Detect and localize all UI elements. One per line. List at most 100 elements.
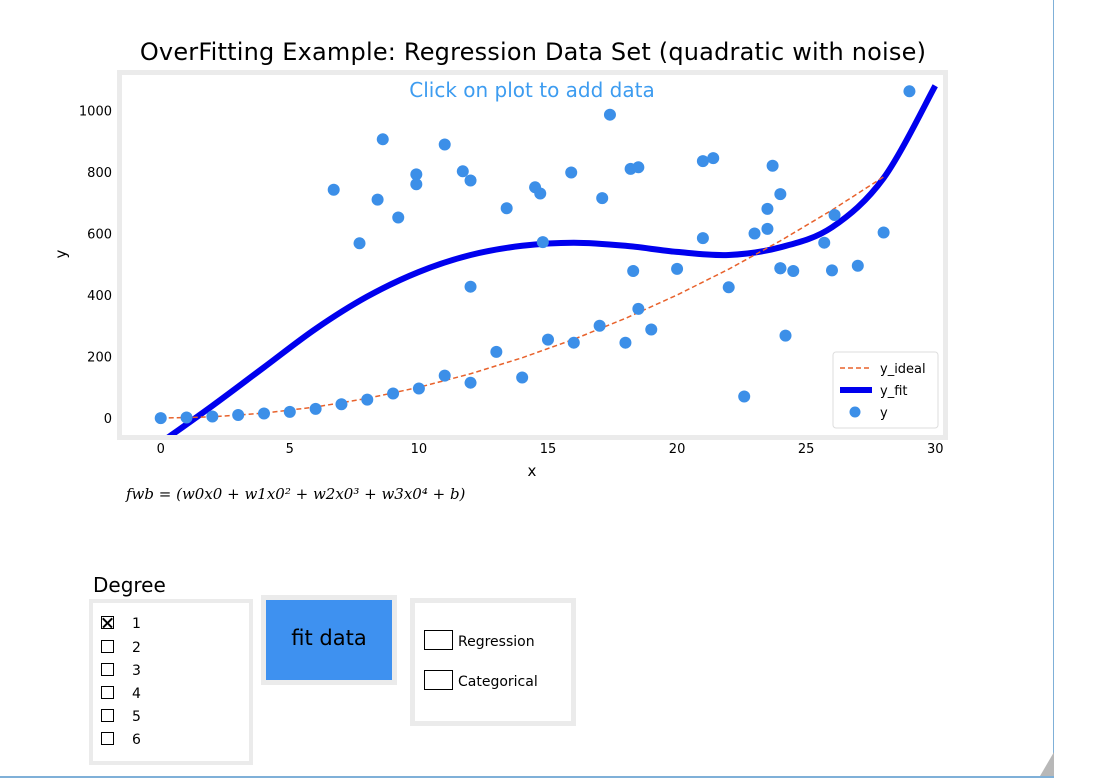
degree-label-5: 5 — [132, 709, 141, 725]
data-point — [464, 174, 477, 187]
degree-option-6[interactable]: 6 — [101, 729, 141, 751]
data-point — [327, 183, 340, 196]
fit-line-layer — [166, 84, 938, 435]
data-point — [722, 281, 735, 294]
data-point — [774, 262, 787, 275]
degree-checkbox-1[interactable] — [101, 616, 114, 629]
y-tick-label: 0 — [104, 412, 112, 427]
y-tick-label: 400 — [87, 289, 112, 304]
x-tick-label: 10 — [411, 442, 428, 457]
degree-label-3: 3 — [132, 663, 141, 679]
regression-checkbox[interactable] — [424, 630, 453, 650]
y-axis-label: y — [52, 249, 70, 258]
degree-checkbox-5[interactable] — [101, 709, 114, 722]
type-option-categorical[interactable]: Categorical — [424, 670, 538, 692]
data-point — [818, 236, 831, 249]
degree-checkbox-6[interactable] — [101, 732, 114, 745]
data-point — [696, 232, 709, 245]
data-point — [828, 209, 841, 221]
x-tick-label: 30 — [927, 442, 944, 457]
data-point — [438, 138, 451, 151]
window-right-border — [1053, 0, 1054, 778]
resize-handle[interactable] — [1040, 752, 1054, 776]
data-point — [748, 227, 761, 240]
data-point — [761, 222, 774, 235]
plot-area[interactable] — [122, 75, 943, 435]
data-point — [779, 329, 792, 342]
y-tick-label: 200 — [87, 351, 112, 366]
data-point — [825, 264, 838, 277]
degree-title: Degree — [93, 573, 166, 597]
data-point — [632, 302, 645, 315]
data-points-layer — [154, 85, 916, 425]
data-point — [627, 265, 640, 277]
data-point — [766, 159, 779, 172]
categorical-label: Categorical — [458, 674, 538, 690]
degree-checkbox-2[interactable] — [101, 640, 114, 653]
legend-label-y-fit: y_fit — [880, 384, 907, 399]
x-tick-label: 15 — [540, 442, 557, 457]
degree-option-4[interactable]: 4 — [101, 683, 141, 705]
ideal-line-layer — [160, 176, 885, 419]
data-point — [464, 376, 477, 389]
data-point — [851, 259, 864, 272]
data-point — [490, 345, 503, 358]
data-point — [516, 371, 529, 384]
chart[interactable]: 0 5 10 15 20 25 30 0 200 400 600 800 1000 x y y_ide… — [0, 0, 1118, 520]
data-point — [567, 336, 580, 349]
data-point — [410, 168, 423, 181]
data-point — [232, 409, 245, 421]
data-point — [645, 323, 658, 336]
degree-label-6: 6 — [132, 732, 141, 748]
chart-title: OverFitting Example: Regression Data Set… — [139, 38, 927, 66]
degree-label-1: 1 — [132, 616, 141, 632]
data-point — [371, 193, 384, 206]
data-point — [632, 161, 645, 174]
click-hint: Click on plot to add data — [409, 78, 654, 102]
x-tick-label: 25 — [798, 442, 815, 457]
regression-label: Regression — [458, 634, 535, 650]
data-point — [738, 390, 751, 403]
fit-data-button[interactable]: fit data — [266, 600, 392, 680]
data-point — [206, 410, 219, 423]
data-point — [438, 369, 451, 382]
legend-swatch-y — [849, 406, 861, 418]
data-point — [619, 336, 632, 349]
fit-button-frame: fit data — [261, 595, 397, 685]
y-tick-label: 800 — [87, 166, 112, 181]
degree-option-3[interactable]: 3 — [101, 660, 141, 682]
data-point — [596, 192, 609, 205]
data-point — [536, 236, 549, 249]
degree-checkbox-4[interactable] — [101, 686, 114, 699]
formula-text: fwb = (w0x0 + w1x0² + w2x0³ + w3x0⁴ + b) — [126, 485, 466, 503]
data-point — [774, 188, 787, 201]
degree-option-2[interactable]: 2 — [101, 637, 141, 659]
x-tick-label: 5 — [286, 442, 294, 457]
x-axis-label: x — [528, 462, 537, 480]
x-tick-label: 0 — [157, 442, 165, 457]
data-point — [257, 407, 270, 420]
data-point — [361, 393, 374, 406]
data-point — [180, 411, 193, 424]
data-point — [565, 166, 578, 179]
data-type-panel: Regression Categorical — [410, 598, 576, 726]
data-point — [283, 405, 296, 418]
degree-label-4: 4 — [132, 686, 141, 702]
degree-option-5[interactable]: 5 — [101, 706, 141, 728]
degree-checkbox-3[interactable] — [101, 663, 114, 676]
model-formula: fwb = (w0x0 + w1x0² + w2x0³ + w3x0⁴ + b) — [126, 485, 465, 503]
data-point — [707, 152, 720, 165]
categorical-checkbox[interactable] — [424, 670, 453, 690]
x-tick-labels: 0 5 10 15 20 25 30 — [157, 442, 944, 457]
data-point — [309, 402, 322, 415]
degree-option-1[interactable]: 1 — [101, 613, 141, 635]
data-point — [603, 108, 616, 121]
data-point — [412, 382, 425, 395]
type-option-regression[interactable]: Regression — [424, 630, 535, 652]
y-tick-label: 600 — [87, 227, 112, 242]
data-point — [541, 333, 554, 346]
legend-label-y: y — [880, 406, 888, 421]
legend-label-y-ideal: y_ideal — [880, 362, 926, 377]
x-tick-label: 20 — [669, 442, 686, 457]
data-point — [534, 187, 547, 200]
